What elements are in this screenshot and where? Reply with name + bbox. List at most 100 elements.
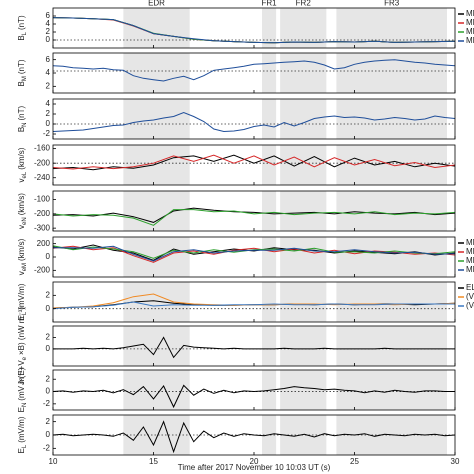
y-tick-label: -200 <box>34 158 51 167</box>
data-line <box>52 301 455 310</box>
region-shade <box>336 326 447 366</box>
y-label-unit: (mV/m) <box>17 416 26 443</box>
legend-label: MMS4 <box>466 265 474 274</box>
y-tick-label: 2 <box>46 417 51 426</box>
data-line <box>53 245 456 262</box>
region-shade <box>280 191 327 231</box>
legend-label: MMS2 <box>466 247 474 256</box>
region-shade <box>262 237 277 277</box>
legend-label: MMS4 <box>466 36 474 45</box>
region-shade <box>280 99 327 139</box>
region-shade <box>262 191 277 231</box>
data-line <box>52 111 456 133</box>
region-shade <box>262 282 277 322</box>
x-tick-label: 15 <box>149 457 158 466</box>
y-label-main: v <box>17 271 26 275</box>
y-label-sub: eM <box>22 263 28 271</box>
y-tick-label: -200 <box>34 209 51 218</box>
y-label-sub: N <box>22 403 28 407</box>
data-line <box>52 245 456 259</box>
y-tick-label: -160 <box>34 144 51 153</box>
y-tick-label: 4 <box>46 68 51 77</box>
data-line <box>52 154 456 170</box>
region-shade <box>262 326 277 366</box>
region-shade <box>262 8 277 48</box>
region-shade <box>262 99 277 139</box>
y-tick-label: 2 <box>46 290 51 299</box>
y-label-main: v <box>17 178 26 182</box>
y-tick-label: 2 <box>46 333 51 342</box>
y-label-main: B <box>17 81 26 86</box>
region-shade <box>123 370 190 410</box>
y-axis-label: BM (nT) <box>17 59 27 86</box>
region-shade <box>336 370 447 410</box>
y-axis-label: BN (nT) <box>17 105 27 132</box>
y-label-main: v <box>17 225 26 229</box>
region-shade <box>262 53 277 93</box>
x-axis-label: Time after 2017 November 10 10:03 UT (s) <box>178 463 331 472</box>
y-axis-label: veM (km/s) <box>17 238 27 275</box>
y-tick-label: -2 <box>43 129 51 138</box>
y-label-main: B <box>17 127 26 132</box>
region-shade <box>280 53 327 93</box>
y-tick-label: 0 <box>46 304 51 313</box>
x-tick-label: 25 <box>350 457 359 466</box>
y-label-unit: (mV/m) <box>17 283 26 310</box>
y-axis-label: EL(mV/m) <box>17 416 27 453</box>
data-line <box>53 336 455 359</box>
region-shade <box>280 237 327 277</box>
y-axis-label: EL(mV/m) <box>17 283 27 320</box>
region-label: EDR <box>148 0 165 8</box>
region-shade <box>280 370 327 410</box>
y-label-main: B <box>17 35 26 40</box>
y-label-sub: L <box>22 311 28 315</box>
y-label-unit: (nT) <box>17 59 26 74</box>
data-line <box>52 209 456 226</box>
y-label-main: J·(E+V <box>17 360 26 385</box>
y-tick-label: -200 <box>34 265 51 274</box>
y-tick-label: 2 <box>46 27 51 36</box>
y-axis-label: J·(E+Ve×B) (nW m⁻³) <box>17 307 27 385</box>
y-tick-label: 2 <box>46 81 51 90</box>
region-label: FR1 <box>262 0 278 8</box>
y-label-sub: L <box>22 444 28 448</box>
legend-label: MMS1 <box>466 9 474 18</box>
x-tick-label: 10 <box>49 457 58 466</box>
y-tick-label: 6 <box>46 11 51 20</box>
y-label-sub: M <box>22 76 28 81</box>
y-label-unit: (nT) <box>17 105 26 120</box>
y-tick-label: -240 <box>34 173 51 182</box>
y-tick-label: -100 <box>34 195 51 204</box>
data-line <box>52 244 456 261</box>
y-label-sub: N <box>22 122 28 126</box>
legend-label: EL <box>466 283 474 292</box>
data-line <box>52 420 456 454</box>
y-label-main: E <box>17 448 26 453</box>
data-line <box>52 17 456 44</box>
legend-label: MMS3 <box>466 27 474 36</box>
y-label-unit: (km/s) <box>17 193 26 216</box>
y-tick-label: 4 <box>46 19 51 28</box>
y-tick-label: 2 <box>46 109 51 118</box>
region-shade <box>123 8 190 48</box>
data-line <box>52 384 455 409</box>
y-axis-label: EN (mV m⁻¹) <box>17 367 27 412</box>
y-label-unit: (nT) <box>17 15 26 30</box>
y-label-unit: (km/s) <box>17 147 26 170</box>
region-label: FR2 <box>296 0 312 8</box>
y-tick-label: -2 <box>43 443 51 452</box>
region-shade <box>123 191 190 231</box>
data-line <box>52 59 456 82</box>
x-tick-label: 30 <box>451 457 460 466</box>
region-shade <box>123 53 190 93</box>
y-label-sub: e <box>22 356 28 360</box>
y-axis-label: veL(km/s) <box>17 147 27 182</box>
y-tick-label: 200 <box>37 239 51 248</box>
region-shade <box>280 8 327 48</box>
legend-label: (Ve×B)L <box>466 301 474 310</box>
x-tick-label: 20 <box>250 457 259 466</box>
region-shade <box>336 282 447 322</box>
y-tick-label: 0 <box>46 252 51 261</box>
y-label-sub: eN <box>22 217 28 225</box>
